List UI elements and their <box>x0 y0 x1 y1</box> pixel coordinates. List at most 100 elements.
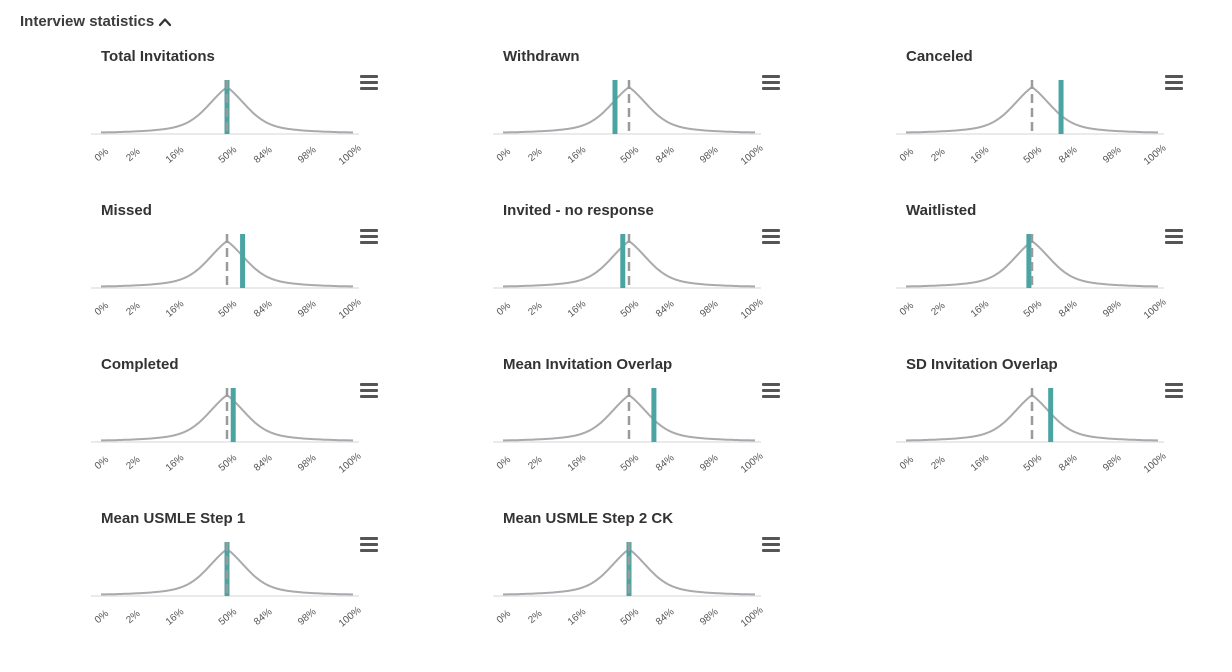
chart-panel: Mean USMLE Step 1 0% 2% 16% 50% 84% 98% 100% <box>91 510 391 660</box>
chart-panel: Invited - no response 0% 2% 16% 50% 84% 98% 100… <box>493 202 793 352</box>
percentile-tick-label: 100% <box>337 605 364 630</box>
percentile-tick-label: 0% <box>93 300 111 318</box>
chart-title: Mean USMLE Step 2 CK <box>503 510 674 527</box>
percentile-tick-label: 0% <box>93 608 111 626</box>
percentile-tick-label: 16% <box>164 298 186 319</box>
percentile-tick-label: 84% <box>1057 452 1079 473</box>
chart-title: Completed <box>101 356 179 373</box>
percentile-tick-label: 98% <box>1101 144 1123 165</box>
percentile-tick-label: 0% <box>898 146 916 164</box>
percentile-tick-label: 2% <box>929 146 947 164</box>
percentile-tick-label: 84% <box>252 606 274 627</box>
percentile-tick-label: 84% <box>252 298 274 319</box>
chart-panel: Total Invitations 0% 2% 16% 50% 84% 98% 100% <box>91 48 391 198</box>
percentile-tick-label: 84% <box>654 606 676 627</box>
percentile-tick-label: 50% <box>1022 298 1044 319</box>
chart-panel: Missed 0% 2% 16% 50% 84% 98% 100% <box>91 202 391 352</box>
distribution-chart: 0% 2% 16% 50% 84% 98% 100% <box>91 234 364 322</box>
percentile-tick-label: 0% <box>898 300 916 318</box>
percentile-tick-label: 2% <box>929 454 947 472</box>
percentile-tick-label: 16% <box>566 452 588 473</box>
distribution-chart: 0% 2% 16% 50% 84% 98% 100% <box>91 80 364 168</box>
percentile-tick-label: 84% <box>654 144 676 165</box>
percentile-tick-label: 0% <box>495 146 513 164</box>
distribution-chart: 0% 2% 16% 50% 84% 98% 100% <box>91 542 364 630</box>
chart-menu-icon[interactable] <box>762 537 780 553</box>
chart-menu-icon[interactable] <box>762 383 780 399</box>
distribution-chart: 0% 2% 16% 50% 84% 98% 100% <box>493 234 766 322</box>
percentile-tick-label: 0% <box>495 608 513 626</box>
percentile-tick-label: 0% <box>898 454 916 472</box>
percentile-tick-label: 2% <box>124 146 142 164</box>
distribution-chart: 0% 2% 16% 50% 84% 98% 100% <box>896 388 1169 476</box>
section-title: Interview statistics <box>20 13 155 30</box>
chart-title: Mean USMLE Step 1 <box>101 510 246 527</box>
percentile-tick-label: 98% <box>698 144 720 165</box>
percentile-tick-label: 98% <box>698 298 720 319</box>
percentile-tick-label: 100% <box>739 297 766 322</box>
percentile-tick-label: 98% <box>296 606 318 627</box>
chart-title: Mean Invitation Overlap <box>503 356 673 373</box>
percentile-tick-label: 0% <box>93 146 111 164</box>
percentile-tick-label: 100% <box>739 143 766 168</box>
percentile-tick-label: 2% <box>526 454 544 472</box>
chart-title: Invited - no response <box>503 202 654 219</box>
chart-menu-icon[interactable] <box>1165 75 1183 91</box>
chart-title: Canceled <box>906 48 973 65</box>
percentile-tick-label: 84% <box>1057 144 1079 165</box>
chart-panel: Canceled 0% 2% 16% 50% 84% 98% 100% <box>896 48 1196 198</box>
chart-menu-icon[interactable] <box>762 229 780 245</box>
chart-menu-icon[interactable] <box>360 75 378 91</box>
percentile-tick-label: 50% <box>1022 144 1044 165</box>
percentile-tick-label: 98% <box>698 606 720 627</box>
percentile-tick-label: 100% <box>1142 297 1169 322</box>
percentile-tick-label: 100% <box>337 297 364 322</box>
percentile-tick-label: 98% <box>296 452 318 473</box>
percentile-tick-label: 100% <box>739 451 766 476</box>
percentile-tick-label: 50% <box>1022 452 1044 473</box>
percentile-tick-label: 100% <box>337 451 364 476</box>
chart-title: Withdrawn <box>503 48 580 65</box>
chart-menu-icon[interactable] <box>1165 229 1183 245</box>
chart-panel: Withdrawn 0% 2% 16% 50% 84% 98% 100% <box>493 48 793 198</box>
percentile-tick-label: 2% <box>929 300 947 318</box>
percentile-tick-label: 98% <box>296 144 318 165</box>
percentile-tick-label: 2% <box>124 454 142 472</box>
percentile-tick-label: 0% <box>495 454 513 472</box>
chart-menu-icon[interactable] <box>360 229 378 245</box>
chevron-up-icon <box>159 17 172 26</box>
section-toggle[interactable]: Interview statistics <box>20 13 172 30</box>
chart-menu-icon[interactable] <box>762 75 780 91</box>
distribution-chart: 0% 2% 16% 50% 84% 98% 100% <box>493 80 766 168</box>
percentile-tick-label: 50% <box>217 452 239 473</box>
percentile-tick-label: 16% <box>164 606 186 627</box>
percentile-tick-label: 2% <box>124 300 142 318</box>
percentile-tick-label: 2% <box>526 300 544 318</box>
distribution-chart: 0% 2% 16% 50% 84% 98% 100% <box>896 80 1169 168</box>
percentile-tick-label: 84% <box>654 452 676 473</box>
chart-panel: Mean Invitation Overlap 0% 2% 16% 50% 84% 98% 1… <box>493 356 793 506</box>
percentile-tick-label: 98% <box>1101 452 1123 473</box>
percentile-tick-label: 50% <box>217 144 239 165</box>
percentile-tick-label: 16% <box>566 606 588 627</box>
chart-menu-icon[interactable] <box>360 537 378 553</box>
percentile-tick-label: 2% <box>526 608 544 626</box>
percentile-tick-label: 84% <box>1057 298 1079 319</box>
percentile-tick-label: 100% <box>337 143 364 168</box>
chart-panel: Mean USMLE Step 2 CK 0% 2% 16% 50% 84% 98% 100% <box>493 510 793 660</box>
distribution-chart: 0% 2% 16% 50% 84% 98% 100% <box>493 388 766 476</box>
percentile-tick-label: 100% <box>739 605 766 630</box>
percentile-tick-label: 50% <box>619 144 641 165</box>
percentile-tick-label: 98% <box>1101 298 1123 319</box>
percentile-tick-label: 98% <box>296 298 318 319</box>
chart-menu-icon[interactable] <box>360 383 378 399</box>
percentile-tick-label: 50% <box>217 606 239 627</box>
chart-menu-icon[interactable] <box>1165 383 1183 399</box>
chart-title: SD Invitation Overlap <box>906 356 1058 373</box>
percentile-tick-label: 0% <box>495 300 513 318</box>
percentile-tick-label: 16% <box>566 298 588 319</box>
percentile-tick-label: 84% <box>252 452 274 473</box>
percentile-tick-label: 16% <box>566 144 588 165</box>
percentile-tick-label: 16% <box>969 452 991 473</box>
percentile-tick-label: 0% <box>93 454 111 472</box>
